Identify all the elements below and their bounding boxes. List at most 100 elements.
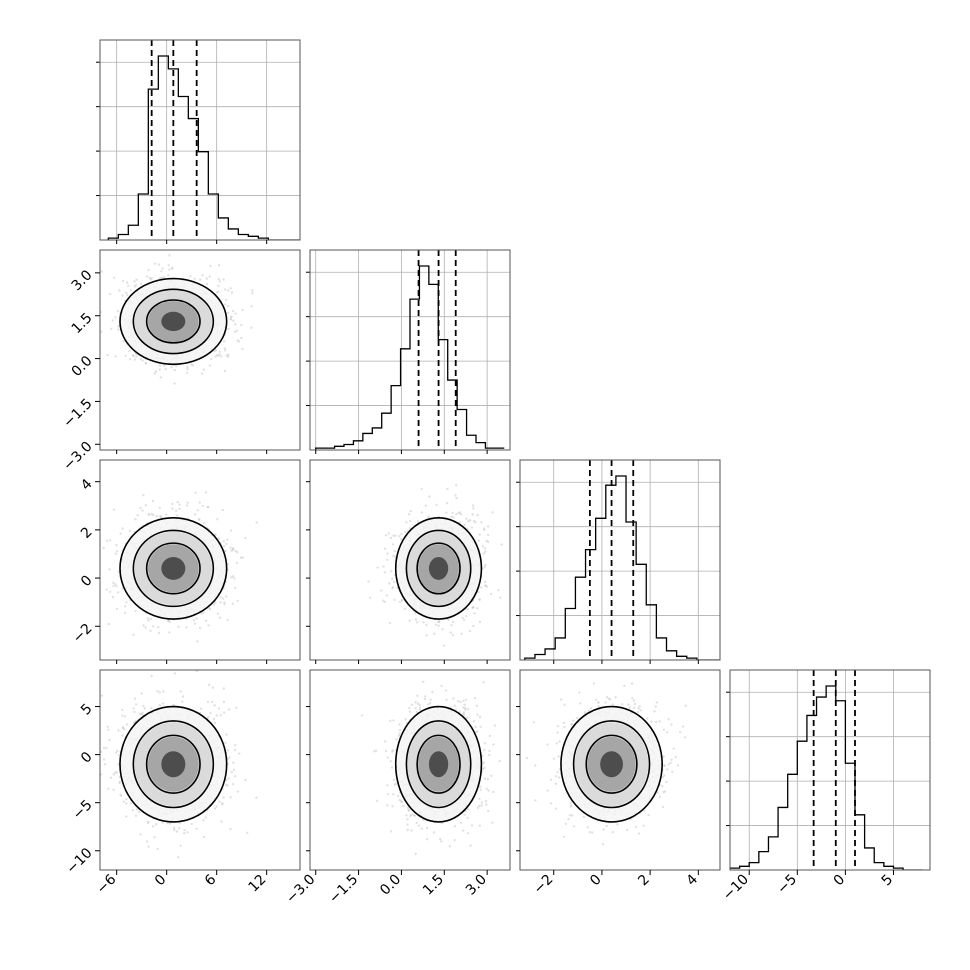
scatter-point — [451, 511, 454, 514]
scatter-point — [241, 556, 244, 559]
scatter-point — [132, 633, 135, 636]
panel-0-0 — [96, 39, 301, 244]
scatter-point — [229, 315, 233, 319]
scatter-point — [107, 622, 111, 626]
scatter-point — [468, 630, 472, 633]
scatter-point — [486, 533, 490, 537]
scatter-point — [390, 570, 393, 573]
scatter-point — [230, 576, 233, 579]
scatter-point — [205, 282, 209, 286]
scatter-point — [200, 372, 204, 375]
scatter-point — [212, 603, 216, 606]
scatter-point — [153, 372, 157, 375]
scatter-point — [140, 282, 143, 285]
scatter-point — [425, 634, 428, 637]
scatter-point — [229, 318, 232, 321]
scatter-point — [227, 353, 230, 356]
scatter-point — [100, 270, 104, 273]
scatter-point — [114, 552, 118, 555]
scatter-point — [110, 327, 113, 331]
scatter-point — [155, 514, 158, 518]
scatter-point — [225, 733, 228, 736]
scatter-point — [208, 364, 212, 367]
histogram-line — [107, 55, 300, 240]
scatter-point — [218, 616, 222, 619]
scatter-point — [159, 515, 163, 519]
scatter-point — [161, 267, 164, 270]
scatter-point — [116, 749, 119, 752]
scatter-point — [123, 611, 127, 615]
scatter-point — [106, 725, 110, 728]
scatter-point — [380, 589, 383, 592]
scatter-point — [196, 640, 199, 643]
scatter-point — [420, 511, 424, 514]
scatter-point — [148, 276, 152, 280]
y-tick-label: 0.0 — [69, 353, 96, 380]
scatter-point — [105, 588, 108, 591]
scatter-point — [163, 276, 166, 279]
scatter-point — [108, 738, 111, 742]
scatter-point — [158, 691, 161, 694]
scatter-point — [94, 799, 96, 801]
scatter-point — [367, 580, 370, 583]
scatter-point — [164, 367, 167, 371]
scatter-point — [213, 704, 216, 707]
y-tick-label: 4 — [78, 476, 96, 494]
scatter-point — [190, 363, 193, 366]
scatter-point — [391, 586, 395, 589]
scatter-point — [391, 543, 395, 546]
scatter-point — [223, 545, 226, 548]
scatter-point — [181, 695, 185, 698]
contour-line — [145, 542, 201, 595]
scatter-point — [133, 280, 136, 283]
scatter-point — [392, 534, 395, 537]
scatter-point — [206, 505, 210, 509]
scatter-point — [220, 820, 223, 823]
scatter-point — [491, 511, 494, 514]
scatter-point — [484, 550, 487, 553]
scatter-point — [186, 367, 189, 371]
scatter-point — [389, 536, 393, 540]
scatter-point — [214, 355, 217, 358]
scatter-point — [452, 516, 455, 519]
scatter-point — [165, 513, 168, 516]
scatter-point — [207, 624, 210, 627]
scatter-point — [234, 312, 237, 315]
scatter-point — [186, 501, 189, 504]
scatter-point — [177, 625, 180, 628]
scatter-point — [117, 328, 120, 331]
scatter-point — [476, 513, 479, 517]
histogram-line — [315, 265, 505, 450]
scatter-point — [433, 632, 436, 635]
scatter-point — [480, 521, 483, 524]
scatter-point — [128, 349, 131, 353]
scatter-point — [217, 290, 220, 293]
scatter-2-0 — [102, 491, 258, 643]
panel-frame — [99, 459, 301, 661]
scatter-point — [469, 519, 472, 522]
contour-line — [394, 517, 483, 620]
scatter-point — [234, 586, 237, 589]
scatter-point — [244, 536, 247, 540]
scatter-point — [198, 518, 201, 521]
scatter-point — [250, 326, 253, 329]
scatter-point — [234, 744, 237, 747]
scatter-point — [209, 264, 212, 268]
scatter-point — [471, 513, 474, 516]
scatter-point — [168, 268, 171, 271]
scatter-point — [231, 602, 234, 605]
scatter-point — [222, 700, 226, 704]
scatter-point — [102, 746, 106, 750]
scatter-point — [480, 586, 483, 589]
scatter-point — [233, 577, 236, 580]
scatter-point — [455, 513, 458, 516]
scatter-point — [179, 690, 182, 693]
scatter-point — [400, 599, 403, 602]
scatter-point — [229, 546, 232, 549]
scatter-point — [388, 621, 392, 625]
contour-line — [132, 288, 215, 355]
scatter-point — [225, 354, 228, 357]
scatter-point — [390, 577, 394, 581]
